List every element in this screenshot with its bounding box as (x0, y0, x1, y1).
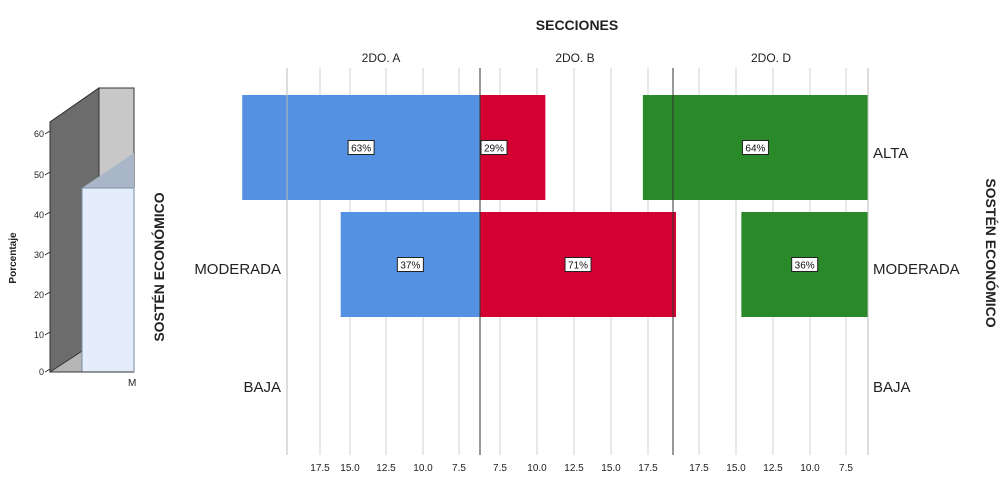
x-tick-label: 7.5 (493, 463, 507, 474)
panel-header-2do-a: 2DO. A (362, 51, 401, 65)
left-ytick-mark (44, 130, 51, 135)
left-ytick-label: 60 (34, 129, 44, 139)
left-ytick-mark (44, 331, 51, 336)
category-label-right-alta: ALTA (873, 145, 908, 162)
chart-title: SECCIONES (536, 17, 618, 33)
left-ytick-mark (44, 291, 51, 296)
left-ylabel: Porcentaje (8, 232, 19, 284)
x-tick-label: 17.5 (689, 463, 709, 474)
left-ytick-label: 20 (34, 290, 44, 300)
left-ytick-mark (44, 368, 51, 373)
x-tick-label: 17.5 (310, 463, 330, 474)
data-label: 36% (795, 261, 815, 272)
data-label: 64% (745, 144, 765, 155)
left-ytick-mark (44, 211, 51, 216)
category-label-right-moderada: MODERADA (873, 261, 960, 278)
data-labels: 63% 37% 29% 71% 64% 36% (347, 140, 819, 272)
data-label-box (396, 257, 424, 272)
left-ytick-label: 30 (34, 250, 44, 260)
left-3d-bar-top (82, 153, 134, 188)
data-label: 29% (484, 144, 504, 155)
x-tick-label: 15.0 (726, 463, 746, 474)
x-tick-label: 12.5 (564, 463, 584, 474)
data-label: 71% (568, 261, 588, 272)
bars (242, 95, 868, 317)
category-label-right-baja: BAJA (873, 379, 911, 396)
data-label-box (347, 140, 375, 155)
panel-header-2do-b: 2DO. B (555, 51, 594, 65)
data-label-box (564, 257, 592, 272)
x-tick-label: 10.0 (800, 463, 820, 474)
data-label: 63% (351, 144, 371, 155)
x-tick-label: 10.0 (527, 463, 547, 474)
category-label-left-baja: BAJA (243, 379, 281, 396)
category-label-left-moderada: MODERADA (194, 261, 281, 278)
x-tick-label: 15.0 (340, 463, 360, 474)
left-partial-3d-chart: M Porcentaje 60 50 40 30 20 10 0 (8, 87, 136, 389)
left-partial-xtick: M (128, 378, 136, 389)
x-tick-label: 17.5 (638, 463, 658, 474)
data-label-box (791, 257, 819, 272)
x-tick-label: 7.5 (839, 463, 853, 474)
x-tick-label: 15.0 (601, 463, 621, 474)
ylabel-right: SOSTÉN ECONÓMICO (983, 178, 1000, 327)
x-tick-label: 12.5 (376, 463, 396, 474)
left-ytick-label: 10 (34, 330, 44, 340)
ylabel-left: SOSTÉN ECONÓMICO (150, 192, 167, 341)
left-3d-bar (81, 187, 135, 373)
left-ytick-label: 40 (34, 210, 44, 220)
x-tick-labels: 17.5 15.0 12.5 10.0 7.5 7.5 10.0 12.5 15.0 17.5 17… (310, 463, 853, 474)
left-ytick-mark (44, 251, 51, 256)
left-yticks: 60 50 40 30 20 10 0 (34, 129, 51, 377)
data-label-box (741, 140, 769, 155)
data-label: 37% (400, 261, 420, 272)
left-ytick-mark (44, 171, 51, 176)
axes (286, 68, 869, 455)
x-tick-label: 12.5 (763, 463, 783, 474)
x-tick-label: 10.0 (413, 463, 433, 474)
left-ytick-label: 50 (34, 170, 44, 180)
data-label-box (480, 140, 508, 155)
panel-header-2do-d: 2DO. D (751, 51, 791, 65)
left-ytick-label: 0 (39, 367, 44, 377)
x-tick-label: 7.5 (452, 463, 466, 474)
